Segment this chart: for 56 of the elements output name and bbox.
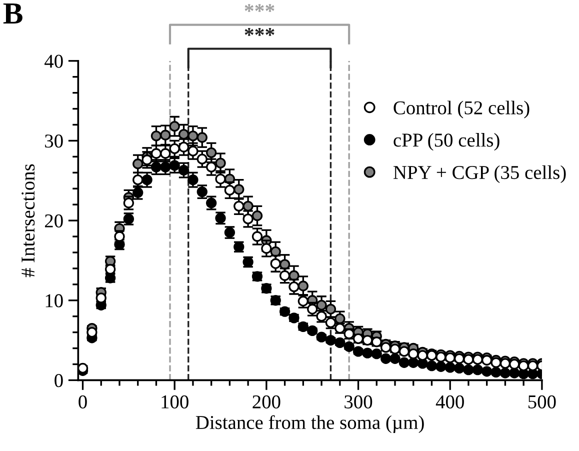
point bbox=[362, 348, 373, 358]
point bbox=[160, 130, 171, 140]
point bbox=[500, 358, 511, 369]
point bbox=[169, 121, 180, 132]
point bbox=[444, 362, 456, 373]
point bbox=[509, 368, 520, 378]
point bbox=[188, 174, 198, 186]
point bbox=[178, 164, 190, 176]
x-tick-label: 400 bbox=[436, 395, 464, 408]
y-axis-title: # Intersections bbox=[22, 164, 35, 278]
x-tick-label: 100 bbox=[162, 395, 188, 408]
point bbox=[500, 368, 511, 378]
point bbox=[234, 200, 244, 212]
point bbox=[527, 360, 538, 372]
point bbox=[196, 132, 208, 143]
point bbox=[234, 184, 244, 195]
point bbox=[215, 158, 226, 168]
point bbox=[371, 348, 382, 360]
point bbox=[454, 362, 465, 374]
text: *** bbox=[244, 28, 274, 36]
x-tick-label: 300 bbox=[344, 395, 372, 408]
point bbox=[270, 258, 281, 269]
y-tick-label: 10 bbox=[46, 294, 63, 308]
x-tick-label: 0 bbox=[78, 395, 87, 408]
point bbox=[196, 154, 208, 164]
point bbox=[261, 243, 272, 254]
legend-label: Control (52 cells) bbox=[394, 100, 530, 118]
point bbox=[298, 280, 308, 292]
point bbox=[169, 143, 180, 154]
point bbox=[436, 361, 446, 372]
x-tick-label: 200 bbox=[252, 395, 280, 408]
point bbox=[150, 130, 162, 142]
point bbox=[142, 154, 152, 166]
point bbox=[142, 174, 152, 186]
x-axis-title: Distance from the soma (µm) bbox=[196, 415, 424, 434]
point bbox=[398, 357, 410, 368]
point bbox=[132, 158, 144, 170]
point bbox=[509, 358, 520, 370]
text: *** bbox=[244, 4, 274, 12]
point bbox=[472, 364, 483, 376]
point bbox=[252, 231, 263, 242]
point bbox=[463, 364, 474, 376]
point bbox=[206, 162, 217, 172]
legend-label: cPP (50 cells) bbox=[394, 133, 500, 151]
point bbox=[426, 360, 438, 372]
x-tick-label: 500 bbox=[528, 395, 556, 408]
y-tick-label: 30 bbox=[45, 134, 63, 148]
point bbox=[252, 210, 263, 222]
point bbox=[518, 360, 529, 372]
y-tick-label: 20 bbox=[44, 214, 63, 228]
legend-label: NPY + CGP (35 cells) bbox=[393, 165, 566, 184]
point bbox=[325, 304, 336, 314]
point bbox=[188, 130, 198, 142]
chart-title: B bbox=[3, 3, 22, 24]
y-tick-label: 0 bbox=[54, 374, 63, 388]
y-tick-label: 40 bbox=[44, 54, 63, 68]
